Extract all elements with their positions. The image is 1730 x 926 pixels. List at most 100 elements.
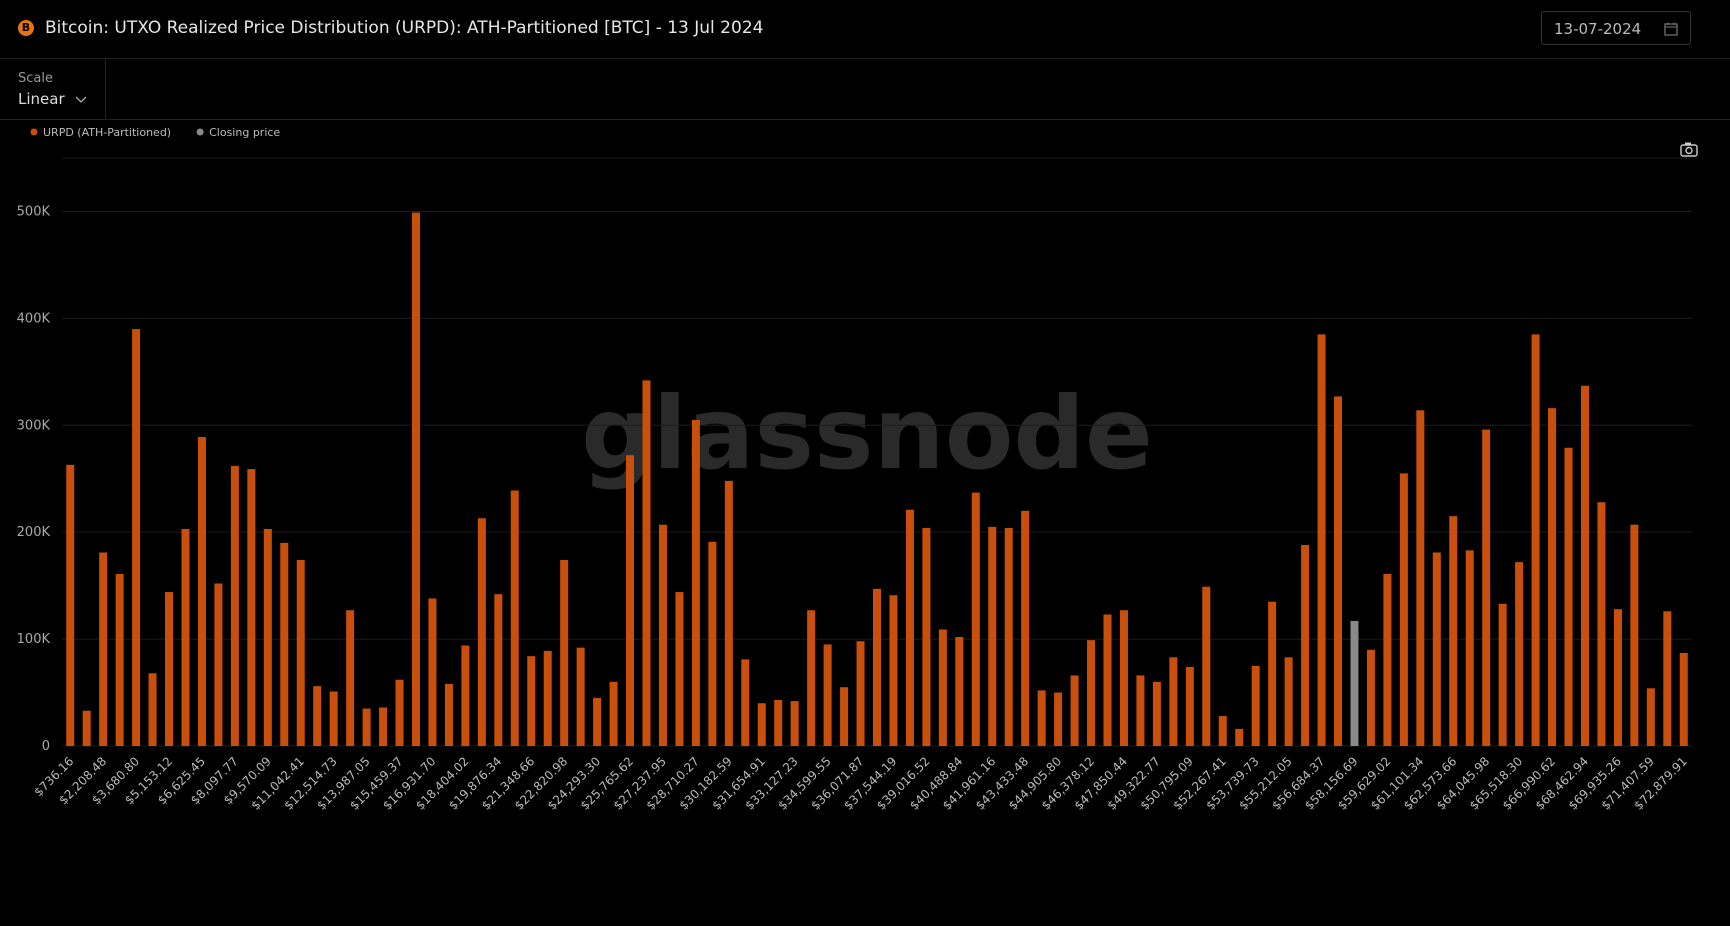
bar (280, 542, 289, 746)
coin-icon: B (18, 20, 34, 36)
bar (1268, 601, 1277, 746)
bar (905, 509, 914, 746)
bar (889, 595, 898, 746)
bar (658, 524, 667, 746)
bar (626, 455, 635, 746)
bar (1613, 609, 1622, 746)
camera-icon[interactable] (1680, 142, 1698, 157)
bar (1679, 652, 1688, 746)
bar (1350, 620, 1359, 746)
y-tick-label: 400K (17, 311, 51, 326)
bar (1482, 429, 1491, 746)
chevron (75, 96, 87, 103)
bar (1004, 527, 1013, 746)
bar (477, 518, 486, 746)
bar (197, 437, 206, 746)
bar (362, 708, 371, 746)
bar (132, 329, 141, 746)
bar (1185, 666, 1194, 746)
bar (66, 464, 75, 746)
y-tick-label: 0 (42, 739, 50, 754)
bar (1580, 385, 1589, 746)
scale-label: Scale (18, 71, 53, 86)
bar (346, 610, 355, 746)
bar (1054, 692, 1063, 746)
bar (1021, 510, 1030, 746)
bar (1119, 610, 1128, 746)
bar (856, 641, 865, 746)
bar (510, 490, 519, 746)
bar (593, 697, 602, 746)
bar (1515, 562, 1524, 746)
bar (181, 528, 190, 746)
scale-select[interactable]: Scale Linear (0, 59, 106, 119)
bar (1251, 665, 1260, 746)
bar (988, 526, 997, 746)
bar (971, 492, 980, 746)
bar (1202, 586, 1211, 746)
page-title: Bitcoin: UTXO Realized Price Distributio… (45, 18, 764, 38)
bar (741, 659, 750, 746)
bar (247, 469, 256, 746)
bar (757, 703, 766, 746)
bar (494, 594, 503, 746)
bar (1531, 334, 1540, 746)
bar (296, 559, 305, 746)
bar (148, 673, 157, 746)
bar (1218, 716, 1227, 746)
bar (560, 559, 569, 746)
bar (214, 583, 223, 746)
bar (955, 636, 964, 746)
bar (774, 700, 783, 746)
bar (938, 629, 947, 746)
bar (1334, 396, 1343, 746)
bar (642, 380, 651, 746)
bar (461, 645, 470, 746)
bar (1103, 614, 1112, 746)
bar (263, 528, 272, 746)
bar (1630, 524, 1639, 746)
y-tick-label: 200K (17, 525, 51, 540)
bar (543, 650, 552, 746)
date-picker[interactable]: 13-07-2024 (1541, 11, 1691, 45)
bar (1597, 502, 1606, 746)
bar (395, 679, 404, 746)
bar (230, 465, 239, 746)
bar (1169, 657, 1178, 746)
bar (807, 610, 816, 746)
bar (428, 598, 437, 746)
bar (1366, 649, 1375, 746)
legend-dot (196, 128, 204, 136)
bar (444, 683, 453, 746)
bar (1136, 675, 1145, 746)
legend-label: Closing price (209, 126, 280, 139)
bar (1152, 681, 1161, 746)
chart: glassnode 0 100K 200K 300K 400K 500K URPD (ATH-… (17, 126, 1698, 813)
legend-label: URPD (ATH-Partitioned) (43, 126, 171, 139)
bar (873, 588, 881, 746)
bar (1235, 728, 1244, 746)
y-tick-label: 300K (17, 418, 51, 433)
y-tick-label: 100K (17, 632, 51, 647)
bar (313, 686, 322, 746)
bar (379, 707, 388, 746)
bar (1087, 640, 1096, 746)
calendar-icon (1664, 22, 1678, 36)
watermark: glassnode (581, 375, 1153, 492)
bar (840, 687, 849, 746)
bar (82, 710, 91, 746)
bar (609, 681, 618, 746)
bar (1317, 334, 1326, 746)
bar (411, 212, 420, 747)
bar (708, 541, 717, 746)
y-tick-label: 500K (17, 204, 51, 219)
bar (1498, 603, 1507, 746)
bar (1301, 545, 1310, 746)
bar (1646, 688, 1655, 746)
bar (1449, 516, 1458, 746)
bar (922, 527, 931, 746)
legend-dot (30, 128, 38, 136)
bar (165, 592, 174, 746)
bar (1465, 550, 1474, 746)
bar (329, 691, 338, 746)
